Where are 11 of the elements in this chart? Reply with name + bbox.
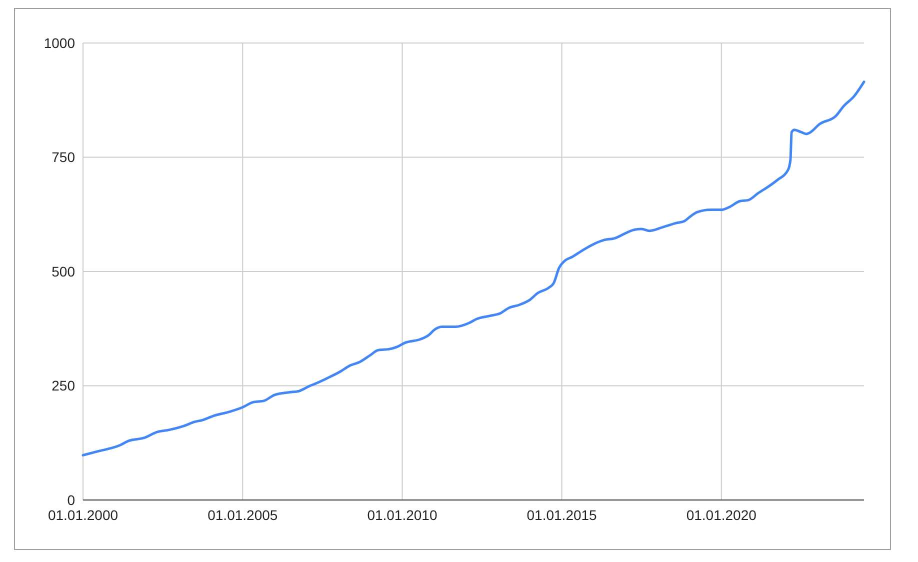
y-tick-label: 1000: [44, 34, 76, 51]
y-tick-label: 750: [52, 149, 76, 166]
y-tick-label: 250: [52, 378, 76, 394]
line-series: [82, 80, 866, 456]
y-tick-label: 0: [67, 492, 76, 508]
x-tick-label: 01.01.2010: [367, 507, 438, 523]
x-tick-label: 01.01.2000: [48, 507, 118, 523]
x-tick-label: 01.01.2005: [208, 507, 278, 523]
x-tick-label: 01.01.2015: [526, 507, 598, 523]
x-tick-label: 01.01.2020: [686, 507, 757, 523]
y-tick-label: 500: [52, 263, 76, 280]
